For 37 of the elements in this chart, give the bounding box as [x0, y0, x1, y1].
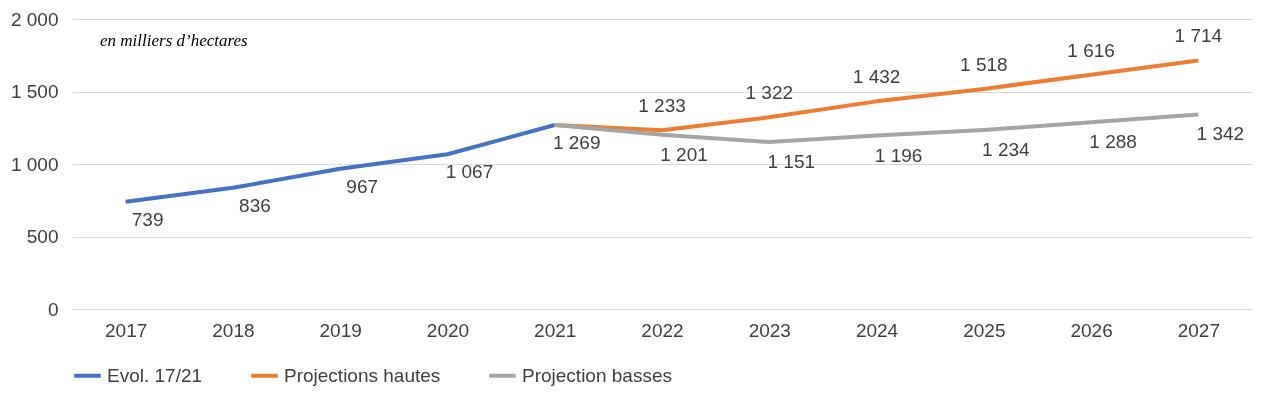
data-label: 1 342 — [1196, 123, 1245, 145]
x-tick-label: 2026 — [1070, 319, 1113, 341]
data-label: 1 233 — [638, 95, 686, 117]
x-tick-label: 2027 — [1177, 319, 1220, 341]
x-tick-label: 2024 — [855, 319, 899, 341]
data-label: 1 714 — [1174, 25, 1223, 47]
data-label: 1 151 — [767, 151, 816, 173]
data-label: 739 — [131, 208, 164, 230]
data-label: 1 432 — [852, 66, 901, 88]
data-label: 1 288 — [1089, 131, 1137, 153]
legend-label: Projection basses — [522, 364, 672, 386]
data-label: 1 322 — [745, 82, 794, 104]
data-label: 1 196 — [874, 144, 923, 166]
data-label: 967 — [346, 175, 379, 197]
annotation: en milliers d’hectares — [100, 31, 248, 50]
data-label: 1 234 — [982, 139, 1031, 161]
x-tick-label: 2025 — [963, 319, 1006, 341]
data-label: 1 201 — [660, 143, 708, 165]
y-tick-label: 0 — [47, 298, 59, 320]
x-tick-label: 2020 — [426, 319, 470, 341]
data-label: 1 518 — [960, 53, 1008, 75]
y-tick-label: 1 500 — [10, 81, 59, 102]
x-tick-label: 2021 — [534, 319, 577, 341]
data-label: 1 067 — [445, 161, 494, 183]
y-tick-label: 2 000 — [10, 8, 59, 30]
data-label: 1 269 — [552, 131, 601, 153]
x-tick-label: 2022 — [641, 319, 684, 341]
x-tick-label: 2018 — [212, 319, 255, 341]
x-tick-label: 2023 — [748, 319, 791, 341]
x-tick-label: 2019 — [319, 319, 362, 341]
y-tick-label: 500 — [26, 226, 59, 247]
x-tick-label: 2017 — [105, 319, 148, 341]
legend-label: Projections hautes — [284, 364, 441, 386]
legend-label: Evol. 17/21 — [107, 364, 203, 386]
y-tick-label: 1 000 — [10, 153, 59, 175]
data-label: 1 616 — [1067, 39, 1115, 61]
data-label: 836 — [239, 194, 271, 216]
